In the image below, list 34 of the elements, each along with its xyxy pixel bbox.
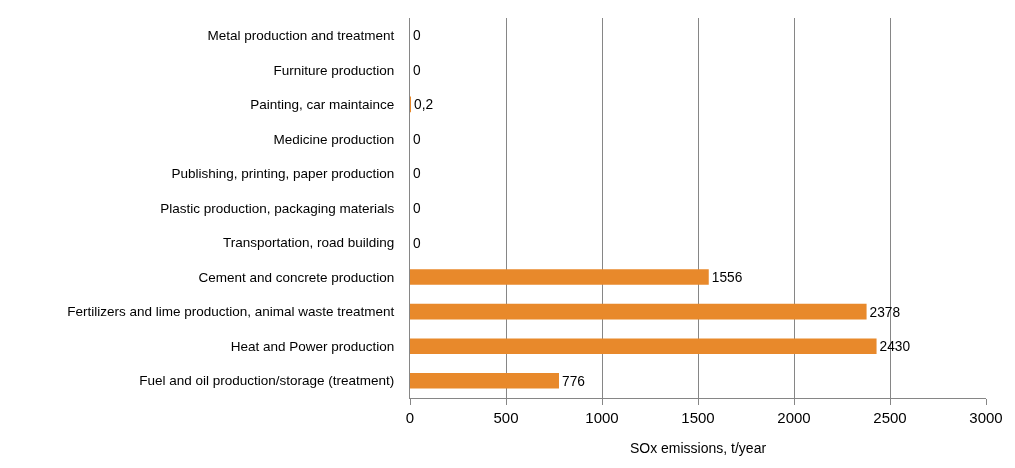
data-label: 776 <box>561 373 586 389</box>
data-label: 1556 <box>711 270 743 286</box>
bar <box>410 338 877 354</box>
x-tick-label: 1000 <box>585 409 619 426</box>
y-tick-label: Cement and concrete production <box>198 269 395 285</box>
x-tick-label: 2000 <box>777 409 811 426</box>
data-label: 0 <box>413 235 421 251</box>
data-label: 2430 <box>879 339 911 355</box>
y-tick-label: Fertilizers and lime production, animal waste treatment <box>67 304 395 320</box>
x-tick-label: 3000 <box>969 409 1003 426</box>
bar <box>410 372 559 389</box>
x-tick-label: 2500 <box>873 409 907 426</box>
y-tick-label: Plastic production, packaging materials <box>160 200 395 216</box>
y-tick-label: Furniture production <box>273 62 395 78</box>
y-tick-label: Metal production and treatment <box>207 28 395 43</box>
y-tick-label: Publishing, printing, paper production <box>171 166 395 182</box>
y-tick-label: Painting, car maintaince <box>250 97 395 113</box>
x-tick-label: 1500 <box>681 409 715 426</box>
data-label: 2378 <box>869 304 901 320</box>
data-label: 0,2 <box>414 97 434 113</box>
data-label: 0 <box>413 131 421 147</box>
x-tick-label: 0 <box>405 409 415 426</box>
y-tick-label: Heat and Power production <box>230 338 395 354</box>
data-label: 0 <box>413 201 421 217</box>
data-label: 0 <box>413 28 421 44</box>
y-tick-label: Fuel and oil production/storage (treatment) <box>139 373 395 389</box>
x-axis-title: SOx emissions, t/year <box>629 440 767 457</box>
bar <box>410 269 709 285</box>
data-label: 0 <box>413 166 421 182</box>
y-tick-label: Transportation, road building <box>222 235 395 251</box>
bar <box>410 303 867 320</box>
y-tick-label: Medicine production <box>273 131 395 147</box>
data-label: 0 <box>413 62 421 78</box>
x-tick-label: 500 <box>493 409 519 426</box>
